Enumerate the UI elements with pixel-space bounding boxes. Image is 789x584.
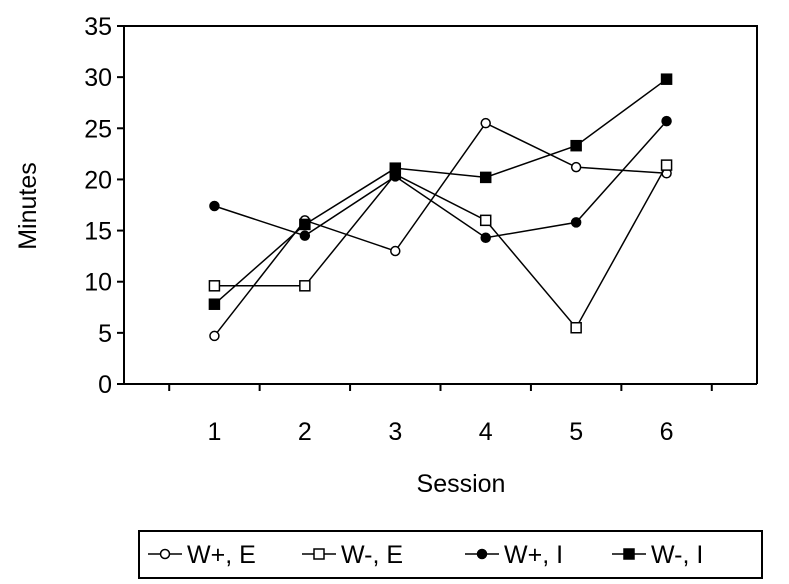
y-tick-label: 10 bbox=[84, 269, 112, 297]
legend: W+, E W-, E W+, I W-, I bbox=[138, 530, 763, 579]
data-point bbox=[209, 330, 220, 342]
data-point bbox=[299, 280, 311, 292]
legend-item: W+, I bbox=[465, 541, 563, 569]
data-point bbox=[570, 139, 582, 152]
legend-label: W-, E bbox=[341, 541, 403, 569]
legend-item: W+, E bbox=[148, 541, 256, 569]
legend-marker bbox=[623, 548, 635, 560]
data-point bbox=[390, 245, 401, 257]
y-tick-label: 15 bbox=[84, 218, 112, 246]
data-point bbox=[299, 218, 311, 231]
legend-marker bbox=[476, 548, 488, 560]
plot-frame bbox=[123, 25, 758, 384]
series-3 bbox=[209, 115, 672, 243]
data-point bbox=[480, 232, 491, 243]
x-tick-label: 1 bbox=[207, 418, 221, 446]
legend-items: W+, E W-, E W+, I W-, I bbox=[148, 541, 703, 569]
series-layer bbox=[208, 73, 673, 342]
series-4 bbox=[208, 73, 673, 310]
data-point bbox=[299, 230, 311, 241]
y-tick-label: 30 bbox=[84, 64, 112, 92]
y-tick-label: 25 bbox=[84, 115, 112, 143]
data-point bbox=[570, 217, 582, 228]
x-tick-label: 2 bbox=[298, 418, 312, 446]
y-tick-label: 5 bbox=[98, 320, 112, 348]
data-point bbox=[661, 115, 672, 127]
data-point bbox=[660, 159, 673, 171]
x-tick-label: 4 bbox=[479, 418, 493, 446]
y-tick-label: 35 bbox=[84, 13, 112, 41]
legend-label: W-, I bbox=[651, 541, 703, 569]
data-point bbox=[570, 321, 582, 334]
y-tick-label: 0 bbox=[98, 371, 112, 399]
series-line bbox=[213, 122, 667, 337]
series-line bbox=[213, 78, 668, 305]
axes-layer: 0 5 10 15 20 25 30 35 1 2 3 4 5 6 bbox=[84, 13, 758, 446]
legend-marker bbox=[159, 548, 171, 560]
x-tick-label: 5 bbox=[569, 418, 583, 446]
data-point bbox=[480, 117, 491, 129]
legend-marker bbox=[313, 548, 325, 560]
x-tick-label: 6 bbox=[660, 418, 674, 446]
legend-label: W+, E bbox=[187, 541, 256, 569]
series-1 bbox=[209, 117, 672, 342]
legend-label: W+, I bbox=[504, 541, 563, 569]
series-line bbox=[214, 164, 668, 330]
data-point bbox=[479, 171, 492, 184]
x-axis-title: Session bbox=[417, 470, 506, 498]
data-point bbox=[208, 298, 221, 310]
data-point bbox=[208, 280, 221, 292]
y-tick-label: 20 bbox=[84, 166, 112, 194]
series-line bbox=[214, 120, 668, 239]
legend-box bbox=[138, 530, 763, 579]
data-point bbox=[660, 73, 673, 85]
data-point bbox=[389, 162, 402, 174]
x-tick-label: 3 bbox=[388, 418, 402, 446]
legend-item: W-, I bbox=[612, 541, 703, 569]
data-point bbox=[479, 214, 492, 227]
legend-item: W-, E bbox=[302, 541, 403, 569]
y-axis-title: Minutes bbox=[14, 162, 42, 250]
data-point bbox=[209, 200, 220, 212]
data-point bbox=[570, 161, 582, 173]
